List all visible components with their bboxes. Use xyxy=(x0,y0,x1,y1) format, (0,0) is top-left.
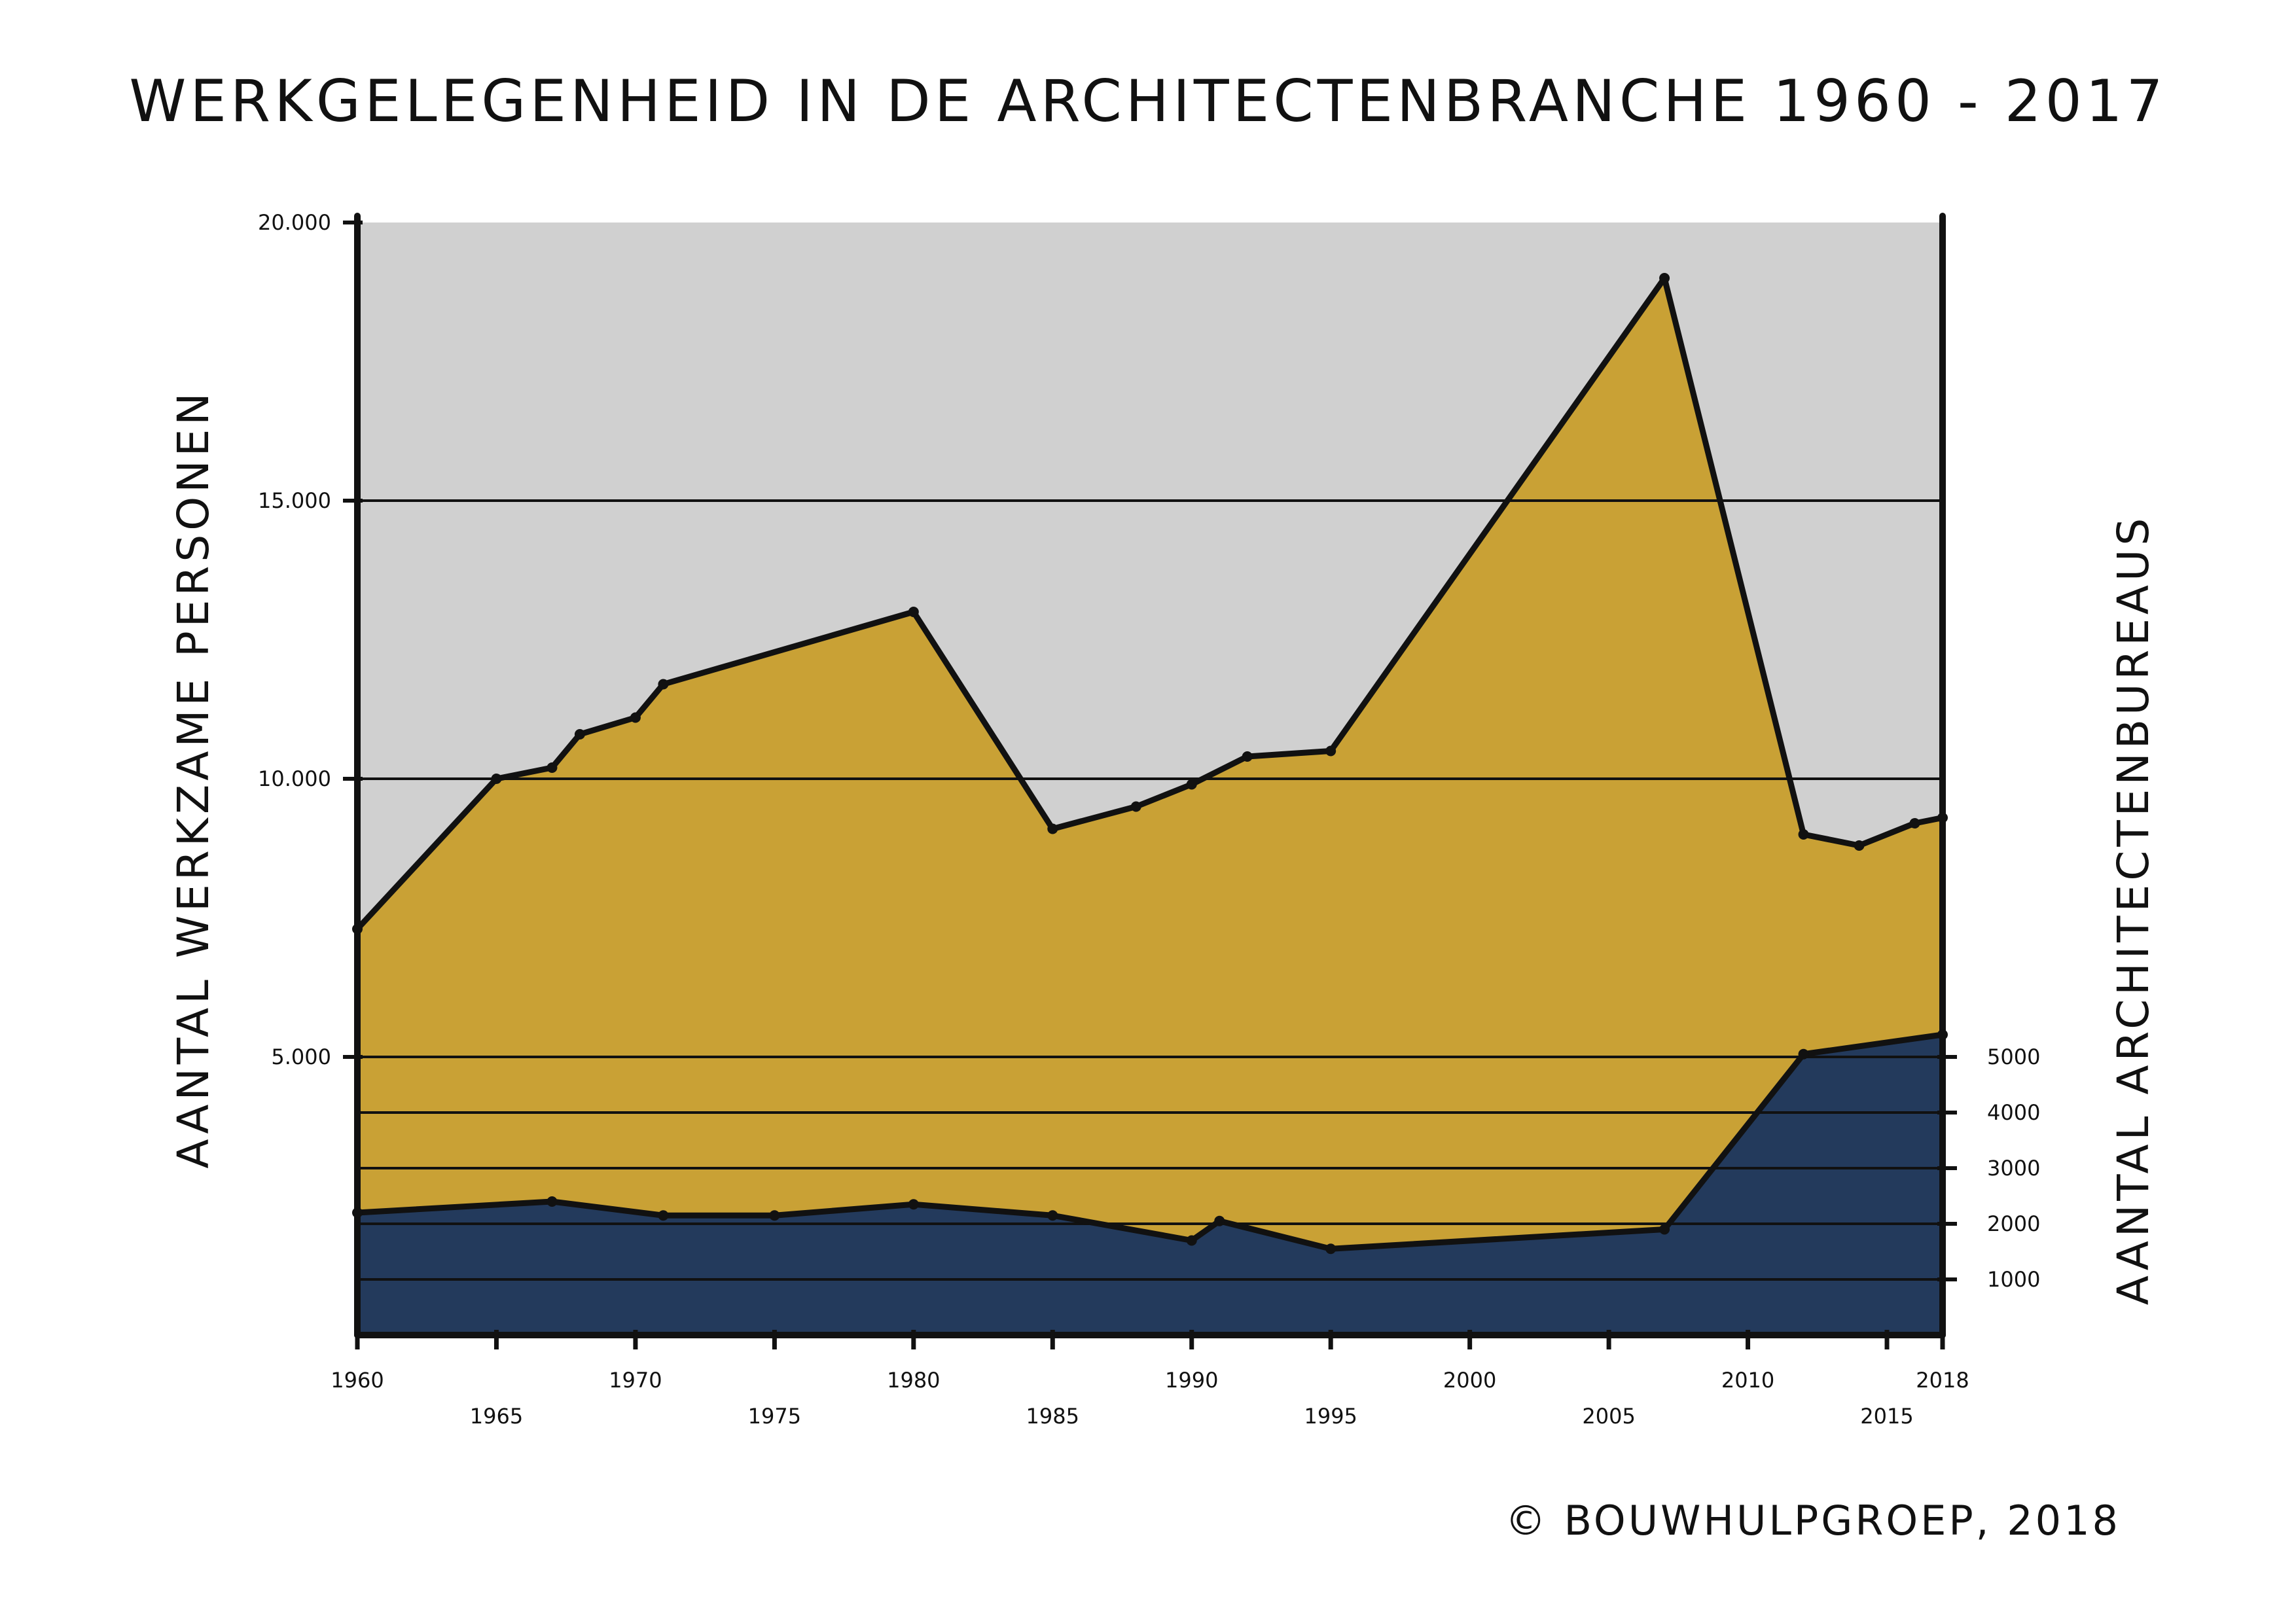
y-tick-left-label-0: 5.000 xyxy=(271,1044,331,1069)
x-tick-label-3: 1975 xyxy=(748,1404,801,1429)
data-point-series-0-4 xyxy=(630,712,641,723)
areas-layer xyxy=(357,278,1943,1335)
data-point-series-0-8 xyxy=(1130,801,1141,812)
data-point-series-0-14 xyxy=(1854,840,1865,851)
data-point-series-1-8 xyxy=(1325,1243,1336,1255)
y-tick-right-label-2: 3000 xyxy=(1987,1156,2040,1181)
y-axis-right-title: AANTAL ARCHITECTENBUREAUS xyxy=(2108,514,2159,1305)
data-point-series-1-2 xyxy=(658,1210,669,1221)
x-tick-label-9: 2005 xyxy=(1582,1404,1635,1429)
x-tick-label-8: 2000 xyxy=(1443,1368,1496,1393)
data-point-series-1-1 xyxy=(547,1196,558,1207)
x-tick-label-10: 2010 xyxy=(1721,1368,1774,1393)
x-tick-label-0: 1960 xyxy=(331,1368,384,1393)
data-point-series-1-9 xyxy=(1659,1224,1670,1235)
data-point-series-0-15 xyxy=(1909,818,1920,829)
line-series-1 xyxy=(354,1031,1946,1252)
data-point-series-1-7 xyxy=(1214,1215,1225,1226)
area-series-1 xyxy=(357,1035,1943,1335)
y-tick-right-label-1: 2000 xyxy=(1987,1211,2040,1236)
area-series-0 xyxy=(357,278,1943,1335)
data-point-series-0-9 xyxy=(1186,779,1197,790)
data-point-series-1-5 xyxy=(1047,1210,1058,1221)
data-point-series-0-3 xyxy=(574,729,585,740)
data-point-series-1-3 xyxy=(769,1210,780,1221)
copyright-credit: © BOUWHULPGROEP, 2018 xyxy=(1505,1497,2121,1544)
data-point-series-1-6 xyxy=(1186,1235,1197,1246)
x-tick-label-2: 1970 xyxy=(609,1368,662,1393)
data-point-series-0-12 xyxy=(1659,273,1670,283)
points-layer xyxy=(352,273,1948,1255)
x-tick-label-5: 1985 xyxy=(1026,1404,1079,1429)
x-tick-label-7: 1995 xyxy=(1304,1404,1357,1429)
chart-title: WERKGELEGENHEID IN DE ARCHITECTENBRANCHE… xyxy=(129,67,2166,135)
data-point-series-0-13 xyxy=(1798,829,1809,840)
x-tick-label-12: 2018 xyxy=(1916,1368,1969,1393)
data-point-series-1-11 xyxy=(1937,1029,1948,1040)
data-point-series-0-10 xyxy=(1242,751,1253,762)
y-tick-left-label-3: 20.000 xyxy=(258,210,331,235)
grid-layer xyxy=(357,499,1943,1281)
y-tick-left-label-2: 15.000 xyxy=(258,488,331,513)
x-tick-label-1: 1965 xyxy=(470,1404,523,1429)
y-tick-left-label-1: 10.000 xyxy=(258,766,331,791)
data-point-series-0-0 xyxy=(352,923,363,935)
x-tick-label-4: 1980 xyxy=(887,1368,940,1393)
data-point-series-0-1 xyxy=(491,774,502,784)
y-tick-right-label-0: 1000 xyxy=(1987,1267,2040,1292)
data-point-series-1-10 xyxy=(1798,1048,1809,1060)
y-tick-right-label-3: 4000 xyxy=(1987,1100,2040,1125)
data-point-series-0-11 xyxy=(1325,745,1336,757)
axes-layer xyxy=(354,213,1946,1338)
data-point-series-1-4 xyxy=(908,1199,919,1210)
x-tick-label-6: 1990 xyxy=(1165,1368,1218,1393)
data-point-series-0-2 xyxy=(547,762,558,773)
data-point-series-0-16 xyxy=(1937,812,1948,823)
x-tick-label-11: 2015 xyxy=(1860,1404,1913,1429)
y-tick-right-label-4: 5000 xyxy=(1987,1044,2040,1069)
data-point-series-0-6 xyxy=(908,607,919,617)
ticks-layer: 1960 1965 1970 1975 1980 1985 1990 1995 2000 2005… xyxy=(258,210,2040,1429)
y-axis-left-title: AANTAL WERKZAME PERSONEN xyxy=(168,389,219,1168)
data-point-series-1-0 xyxy=(352,1207,363,1218)
data-point-series-0-7 xyxy=(1047,823,1058,834)
data-point-series-0-5 xyxy=(658,679,669,690)
